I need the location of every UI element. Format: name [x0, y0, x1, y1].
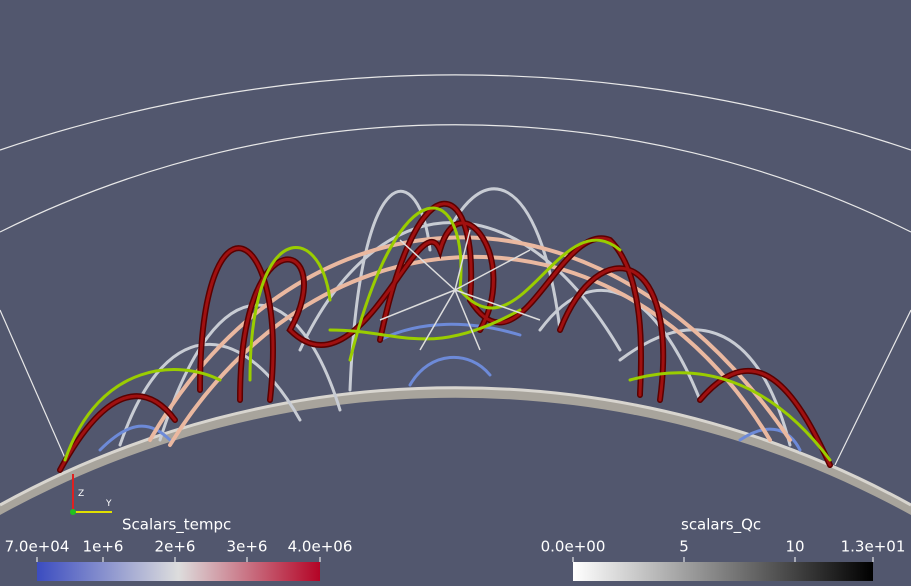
axes-triad: Z Y: [70, 474, 112, 515]
tick-label: 7.0e+04: [5, 538, 70, 556]
legend-title: Scalars_tempc: [122, 516, 231, 535]
tick-label: 1.3e+01: [841, 538, 906, 556]
tick-label: 1e+6: [83, 538, 124, 556]
tick-label: 5: [679, 538, 689, 556]
axis-label: Z: [78, 489, 84, 499]
color-bar: [37, 562, 320, 581]
field-lines: [57, 187, 833, 473]
outline: [0, 74, 911, 466]
color-legend: scalars_Qc: [573, 516, 873, 581]
color-legend: Scalars_tempc: [37, 516, 320, 581]
tick-label: 0.0e+00: [541, 538, 606, 556]
tick-label: 2e+6: [155, 538, 196, 556]
spokes: [379, 229, 541, 351]
tick-label: 4.0e+06: [288, 538, 353, 556]
sphere-surface: [0, 386, 911, 515]
tick-label: 10: [785, 538, 804, 556]
tick-label: 3e+6: [227, 538, 268, 556]
legend-title: scalars_Qc: [681, 516, 761, 535]
axis-label: Y: [105, 499, 112, 509]
color-bar: [573, 562, 873, 581]
